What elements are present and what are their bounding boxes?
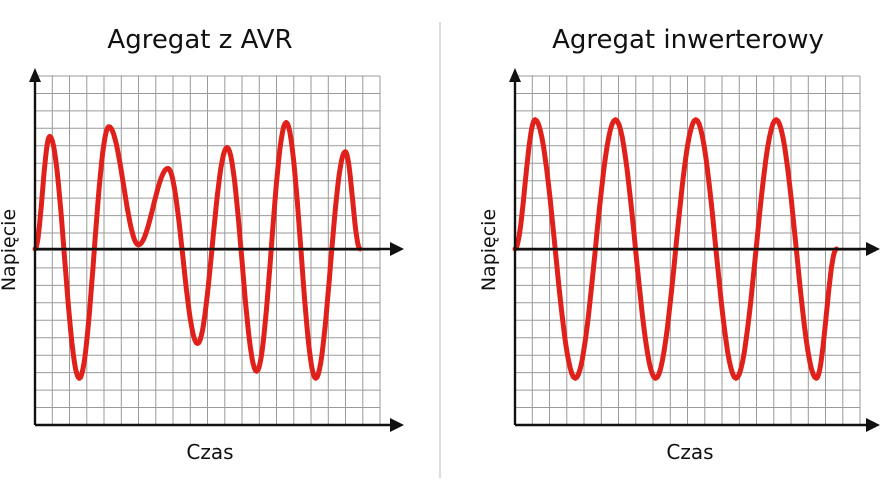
panel-agregat-avr: Agregat z AVR Czas Napięcie [0, 25, 404, 464]
panel-title: Agregat inwerterowy [552, 25, 824, 55]
y-axis-label: Napięcie [478, 209, 500, 291]
x-axis-upper-arrow [390, 242, 404, 256]
x-axis-arrow [390, 418, 404, 432]
y-axis-arrow [29, 68, 41, 82]
grid [515, 75, 861, 426]
y-axis-arrow [509, 68, 521, 82]
y-axis-label: Napięcie [0, 209, 20, 291]
voltage-wave [32, 120, 363, 381]
x-axis-label: Czas [666, 440, 713, 464]
x-axis-upper-arrow [866, 242, 880, 256]
panel-title: Agregat z AVR [107, 25, 292, 55]
x-axis-arrow [866, 418, 880, 432]
axes [29, 68, 404, 432]
grid [35, 75, 381, 426]
axes [509, 68, 880, 432]
x-axis-label: Czas [186, 440, 233, 464]
panel-agregat-inwerterowy: Agregat inwerterowy Czas Napięcie [478, 25, 880, 464]
